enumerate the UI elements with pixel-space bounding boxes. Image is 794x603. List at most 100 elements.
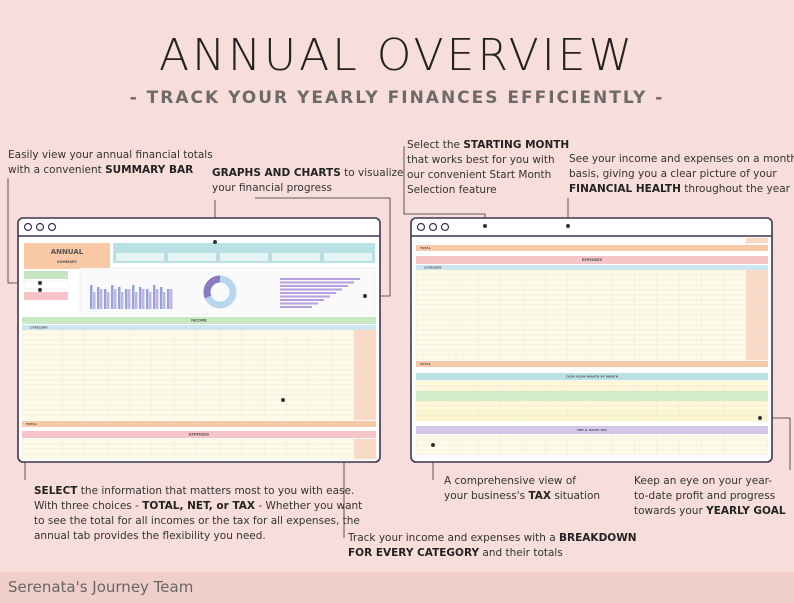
chart-bar: [160, 287, 163, 309]
chart-bar: [153, 285, 156, 309]
total-cell: [353, 394, 377, 401]
windows: ANNUAL SUMMARY INCOME CATEGORY TOTAL EXPENSES…: [17, 217, 773, 463]
subtitle: - TRACK YOUR YEARLY FINANCES EFFICIENTLY…: [129, 88, 665, 108]
sheet-label: CATEGORY: [30, 326, 49, 330]
total-cell: [745, 354, 769, 361]
total-cell: [353, 329, 377, 336]
summary-cell: [116, 253, 164, 261]
sheet-row: [415, 299, 769, 306]
title: ANNUAL OVERVIEW: [158, 30, 636, 81]
chart-bar: [142, 289, 145, 309]
sheet-label: TOTAL: [420, 246, 431, 250]
sheet-row: [415, 284, 769, 291]
total-cell: [745, 269, 769, 276]
chart-bar: [128, 289, 131, 309]
callout: Keep an eye on your year- to-date profit…: [634, 475, 786, 517]
total-cell: [745, 344, 769, 351]
sheet-row: [415, 354, 769, 361]
chart-bar: [149, 292, 152, 309]
sheet-row: [415, 324, 769, 331]
sheet-row: [415, 314, 769, 321]
connector-end: [38, 281, 42, 285]
summary-cell: [168, 253, 216, 261]
sheet-row: [415, 309, 769, 316]
sheet-row: [415, 289, 769, 296]
sheet-row: [415, 344, 769, 351]
hbar: [280, 306, 312, 308]
col-header: [22, 325, 376, 330]
sheet-row: [415, 405, 769, 412]
hbar: [280, 292, 336, 294]
chart-bar: [167, 289, 170, 309]
sheet-row: [415, 319, 769, 326]
sheet-label: TOTAL: [26, 422, 37, 426]
total-cell: [353, 334, 377, 341]
hbar: [280, 281, 354, 284]
summary-cell: [272, 253, 320, 261]
total-cell: [353, 374, 377, 381]
sheet-row: [21, 329, 377, 336]
chart-bar: [114, 289, 117, 309]
total-cell: [353, 344, 377, 351]
chart-bar: [170, 289, 173, 309]
callout: Easily view your annual financial totals…: [8, 149, 213, 176]
connector-end: [483, 224, 487, 228]
sheet-row: [415, 339, 769, 346]
sheet-row: [415, 415, 769, 422]
connector-end: [758, 416, 762, 420]
chart-bar: [163, 292, 166, 309]
total-cell: [745, 294, 769, 301]
chart-bar: [135, 292, 138, 309]
chart-bar: [156, 289, 159, 309]
sheet-row: [21, 369, 377, 376]
total-cell: [353, 359, 377, 366]
annual-box: [24, 243, 110, 269]
chart-bar: [132, 285, 135, 309]
window-dot: [35, 222, 45, 232]
total-cell: [353, 399, 377, 406]
sheet-row: [415, 349, 769, 356]
sheet-label: INCOME: [191, 319, 207, 323]
chart-panel: [79, 267, 376, 315]
cashflow-header: [416, 373, 768, 380]
total-cell: [745, 319, 769, 326]
sheet-label: ANNUAL: [51, 248, 84, 256]
expenses-header: [416, 256, 768, 264]
chart-bar: [146, 289, 149, 309]
total-cell: [745, 304, 769, 311]
total-cell: [745, 237, 769, 244]
chart-bar: [97, 287, 100, 309]
connector-end: [213, 240, 217, 244]
total-cell: [745, 324, 769, 331]
sheet-row: [21, 349, 377, 356]
window-dot: [47, 222, 57, 232]
total-cell: [745, 274, 769, 281]
hbar: [280, 299, 324, 301]
sheet-row: [21, 374, 377, 381]
chart-bar: [118, 287, 121, 309]
total-cell: [745, 279, 769, 286]
sheet-row: [21, 443, 377, 450]
connector: [403, 146, 486, 226]
chart-bar: [100, 289, 103, 309]
sheet-row: [415, 434, 769, 441]
callout: See your income and expenses on a monthl…: [569, 153, 794, 195]
chart-bar: [90, 285, 93, 309]
sheet-row: [415, 279, 769, 286]
sheet-row: [21, 384, 377, 391]
sheet-row: [21, 438, 377, 445]
window-dot: [428, 222, 438, 232]
sheet-row: [415, 304, 769, 311]
sheet-label: TOTAL: [420, 362, 431, 366]
sheet-row: [415, 294, 769, 301]
total-cell: [353, 369, 377, 376]
nav-income: [24, 271, 68, 279]
sheet-row: [21, 448, 377, 455]
total-cell: [745, 309, 769, 316]
connector-end: [281, 398, 285, 402]
total-cell: [353, 339, 377, 346]
nav-expenses: [24, 292, 68, 300]
hbar: [280, 302, 318, 305]
total-cell: [353, 453, 377, 460]
